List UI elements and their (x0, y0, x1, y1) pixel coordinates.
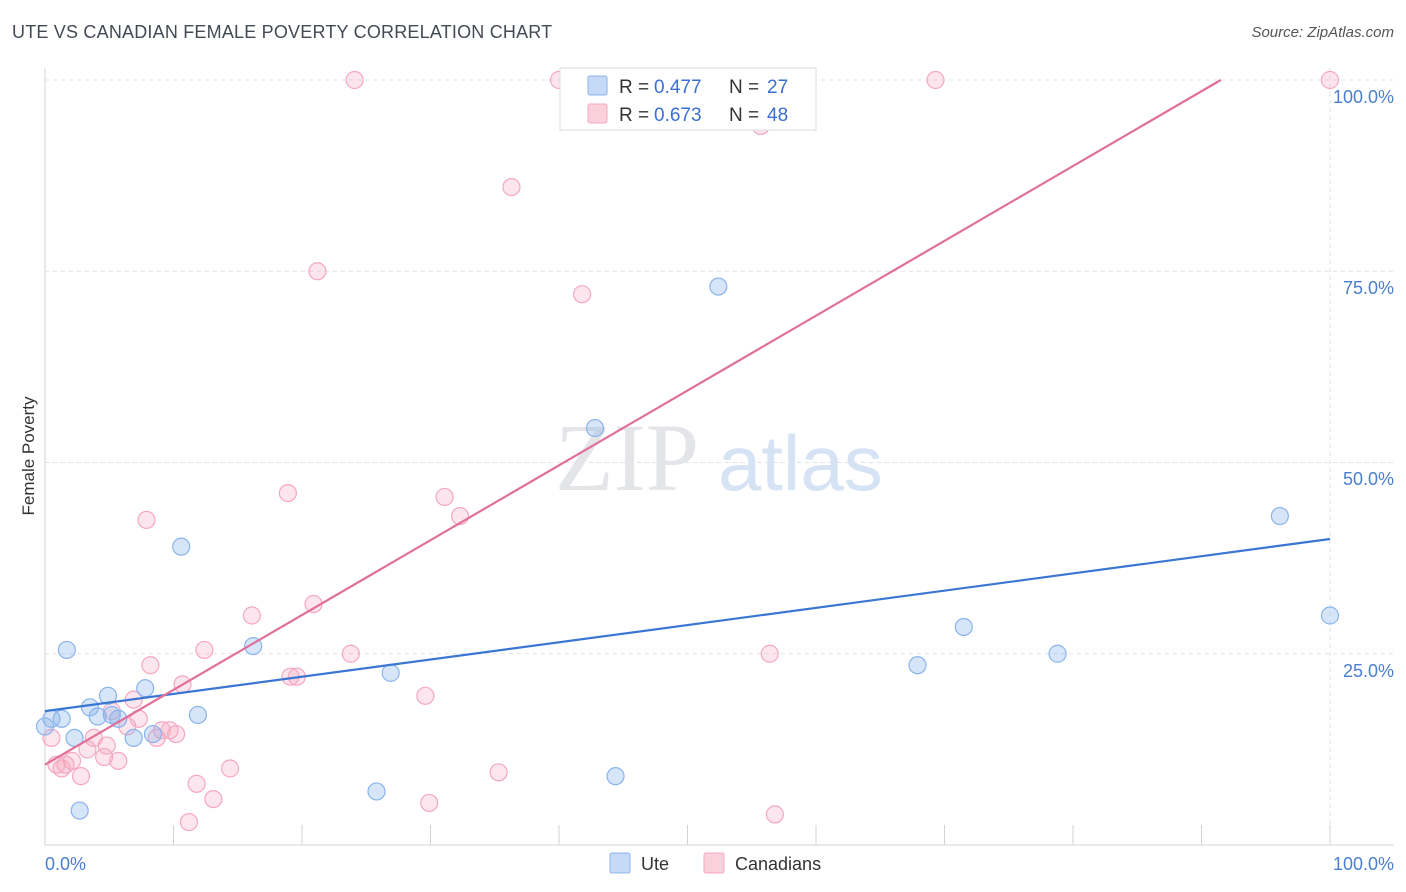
ute-point-12 (136, 679, 155, 698)
ute-point-18 (381, 663, 400, 682)
canadians-point-44 (760, 644, 779, 663)
canadians-point-45 (765, 805, 784, 824)
canadians-point-0 (42, 728, 61, 748)
y-tick-label-25: 25.0% (1343, 661, 1394, 681)
canadians-point-32 (308, 262, 327, 281)
canadians-point-8 (95, 747, 114, 767)
canadians-point-27 (242, 606, 261, 625)
canadians-point-26 (220, 759, 240, 778)
canadians-point-18 (152, 721, 172, 740)
canadians-point-35 (416, 686, 435, 705)
ute-point-21 (709, 277, 728, 296)
canadians-point-22 (179, 812, 199, 832)
ute-point-10 (109, 709, 128, 728)
ute-point-23 (954, 617, 973, 637)
canadians-point-15 (137, 510, 156, 529)
canadians-point-25 (204, 789, 223, 809)
canadians-trend-line (44, 79, 1222, 766)
canadians-point-40 (502, 178, 521, 197)
series-legend: Ute Canadians (609, 852, 821, 874)
ute-point-11 (124, 728, 143, 748)
ute-points (35, 277, 1340, 820)
ute-point-22 (908, 656, 927, 675)
canadians-point-23 (187, 774, 206, 793)
correlation-legend: R = 0.477 N = 27 R = 0.673 N = 48 (559, 67, 817, 131)
canadians-point-11 (109, 751, 128, 770)
x-tick-marks (44, 825, 1331, 845)
ute-point-26 (1320, 606, 1340, 625)
legend-canadians-n-value: 48 (767, 105, 788, 126)
watermark-zip: ZIP (555, 404, 699, 511)
y-tick-label-75: 75.0% (1343, 278, 1394, 298)
canadians-point-20 (166, 724, 186, 744)
y-tick-label-100: 100.0% (1333, 87, 1394, 107)
legend-ute-n-value: 27 (767, 77, 788, 98)
canadians-point-47 (1320, 70, 1340, 90)
ute-point-20 (606, 767, 625, 786)
legend-swatch-ute (587, 75, 608, 96)
x-tick-label-max: 100.0% (1333, 854, 1394, 874)
ute-point-8 (98, 686, 118, 705)
canadians-point-28 (278, 484, 297, 503)
canadians-point-39 (489, 763, 508, 782)
series-legend-swatch-canadians (703, 852, 725, 874)
canadians-point-42 (573, 285, 592, 304)
legend-ute-n-label: N = (729, 77, 759, 98)
canadians-point-36 (420, 793, 439, 813)
ute-point-13 (143, 724, 163, 744)
canadians-point-46 (926, 70, 945, 90)
legend-canadians-n-label: N = (729, 105, 759, 126)
canadians-point-16 (141, 656, 160, 675)
chart-source: Source: ZipAtlas.com (1251, 24, 1394, 41)
canadians-point-4 (62, 751, 82, 770)
canadians-point-33 (341, 644, 360, 663)
series-legend-swatch-ute (609, 852, 631, 874)
chart-title: UTE VS CANADIAN FEMALE POVERTY CORRELATI… (12, 22, 553, 42)
canadians-point-34 (345, 70, 364, 90)
ute-point-2 (52, 709, 71, 728)
series-legend-label-ute: Ute (641, 854, 669, 874)
legend-canadians-r-label: R = (619, 105, 649, 126)
ute-point-7 (88, 707, 107, 726)
ute-point-5 (70, 801, 89, 820)
canadians-point-24 (195, 640, 214, 660)
x-tick-label-min: 0.0% (45, 854, 86, 874)
series-legend-label-canadians: Canadians (735, 854, 821, 874)
legend-canadians-r-value: 0.673 (654, 105, 702, 126)
canadians-point-37 (435, 487, 454, 507)
ute-point-19 (585, 418, 605, 438)
legend-swatch-canadians (587, 103, 608, 124)
ute-point-17 (367, 782, 386, 801)
y-axis-title: Female Poverty (19, 396, 38, 516)
ute-point-24 (1048, 644, 1067, 663)
legend-ute-r-value: 0.477 (654, 77, 702, 98)
ute-point-15 (188, 705, 208, 725)
ute-point-3 (57, 640, 76, 660)
ute-point-25 (1270, 506, 1289, 526)
watermark-atlas: atlas (718, 419, 883, 507)
canadians-point-9 (97, 736, 116, 755)
ute-point-14 (172, 537, 191, 556)
y-tick-label-50: 50.0% (1343, 469, 1394, 489)
legend-ute-r-label: R = (619, 77, 649, 98)
canadians-point-5 (71, 767, 91, 786)
ute-trend-line (44, 537, 1331, 713)
